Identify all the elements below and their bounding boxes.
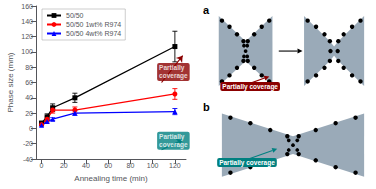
svg-text:coverage: coverage — [159, 141, 188, 149]
svg-text:Phase size (mm): Phase size (mm) — [6, 52, 15, 112]
svg-text:Partially: Partially — [159, 133, 185, 141]
svg-text:Partially coverage: Partially coverage — [222, 83, 278, 91]
svg-text:40: 40 — [25, 94, 33, 101]
svg-text:b: b — [203, 101, 210, 113]
svg-text:100: 100 — [147, 162, 159, 169]
svg-text:Partially coverage: Partially coverage — [219, 159, 275, 167]
svg-text:40: 40 — [82, 162, 90, 169]
svg-text:80: 80 — [127, 162, 135, 169]
svg-text:100: 100 — [21, 48, 33, 55]
svg-text:coverage: coverage — [159, 72, 188, 80]
svg-text:-20: -20 — [23, 140, 33, 147]
svg-text:50/50 4wt% R974: 50/50 4wt% R974 — [66, 30, 121, 37]
svg-text:Annealing time (min): Annealing time (min) — [74, 174, 148, 183]
svg-text:140: 140 — [21, 18, 33, 25]
svg-text:50/50 1wt% R974: 50/50 1wt% R974 — [66, 21, 121, 28]
svg-text:Partially: Partially — [159, 64, 185, 72]
svg-text:60: 60 — [104, 162, 112, 169]
svg-text:0: 0 — [40, 162, 44, 169]
svg-text:20: 20 — [60, 162, 68, 169]
svg-text:-40: -40 — [23, 156, 33, 163]
svg-text:120: 120 — [21, 33, 33, 40]
svg-text:20: 20 — [25, 110, 33, 117]
svg-text:160: 160 — [21, 3, 33, 10]
svg-text:120: 120 — [169, 162, 181, 169]
svg-text:0: 0 — [29, 125, 33, 132]
svg-text:a: a — [203, 4, 210, 16]
svg-text:50/50: 50/50 — [66, 12, 84, 19]
svg-text:60: 60 — [25, 79, 33, 86]
svg-text:80: 80 — [25, 64, 33, 71]
